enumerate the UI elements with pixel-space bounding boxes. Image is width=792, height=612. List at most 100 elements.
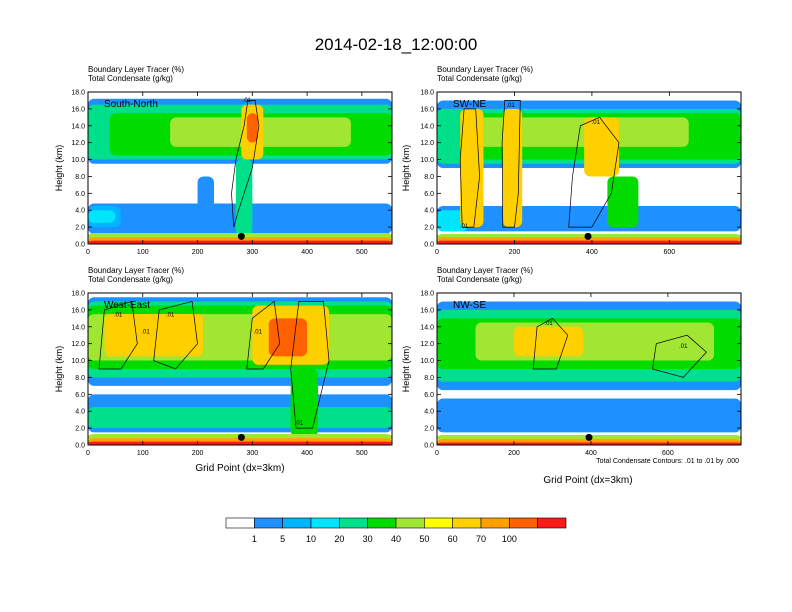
y-tick-label: 6.0: [75, 191, 85, 198]
contour-fill-region: [475, 322, 715, 361]
contour-fill-region: [513, 326, 584, 357]
y-tick-label: 4.0: [75, 208, 85, 215]
contour-label: .01: [506, 103, 515, 109]
x-axis-label: Grid Point (dx=3km): [543, 475, 632, 486]
contour-fill-region: [88, 240, 392, 244]
contour-fill-region: [88, 210, 116, 223]
condensate-contour-line: [652, 334, 707, 378]
y-axis-label: Height (km): [54, 346, 64, 393]
contour-fill-region: [88, 441, 392, 445]
panel-title: West-East: [104, 300, 150, 311]
colorbar-swatch: [310, 517, 340, 529]
colorbar-swatch: [339, 517, 368, 529]
y-tick-label: 0.0: [424, 443, 434, 450]
condensate-contour-line: [568, 116, 620, 228]
panel-subtitle-line1: Boundary Layer Tracer (%): [437, 266, 533, 275]
contour-label: .01: [141, 330, 150, 336]
y-axis-label: Height (km): [54, 145, 64, 192]
x-tick-label: 200: [509, 249, 521, 256]
condensate-contour-line: [501, 100, 521, 228]
location-marker: [237, 232, 245, 240]
y-tick-label: 10.0: [420, 358, 434, 365]
x-tick-label: 200: [508, 450, 520, 457]
plot-frame: [87, 91, 393, 245]
location-marker: [237, 433, 245, 441]
condensate-contour-line: [98, 300, 138, 370]
colorbar-swatch: [225, 517, 255, 529]
contour-label: .01: [544, 321, 553, 327]
contour-fill-region: [246, 113, 258, 143]
location-marker: [585, 433, 593, 441]
y-tick-label: 14.0: [71, 123, 85, 130]
y-axis-label: Height (km): [401, 346, 411, 393]
x-tick-label: 400: [585, 450, 597, 457]
y-tick-label: 6.0: [75, 392, 85, 399]
contour-label: .01: [243, 98, 252, 104]
contour-fill-region: [437, 442, 741, 445]
y-tick-label: 12.0: [71, 341, 85, 348]
x-tick-label: 0: [86, 450, 90, 457]
colorbar-label: 50: [419, 534, 429, 544]
y-tick-label: 14.0: [71, 324, 85, 331]
condensate-contour-line: [246, 300, 281, 370]
x-tick-label: 400: [301, 249, 313, 256]
x-tick-label: 0: [435, 249, 439, 256]
y-tick-label: 12.0: [420, 341, 434, 348]
panel-subtitle-line1: Boundary Layer Tracer (%): [88, 266, 184, 275]
contour-fill-region: [197, 176, 214, 219]
y-tick-label: 8.0: [424, 174, 434, 181]
panel-title: SW-NE: [453, 99, 486, 110]
colorbar-swatch: [282, 517, 312, 529]
contour-fill-region: [584, 117, 620, 177]
plot-frame: [87, 292, 393, 446]
contour-fill-region: [475, 117, 689, 147]
colorbar: 1 5 10 20 30 40 50 60 70 100: [225, 517, 567, 544]
y-tick-label: 18.0: [71, 291, 85, 298]
colorbar-swatch: [509, 517, 538, 529]
x-tick-label: 500: [356, 249, 368, 256]
plot-area: .01 .01 .01 SW-NE 0.0 2.0 4.0 6.0 8.0 10.0 12.0 14.…: [420, 90, 742, 256]
colorbar-label: 20: [334, 534, 344, 544]
x-tick-label: 0: [435, 450, 439, 457]
plot-area: .01 .01 NW-SE 0.0 2.0 4.0 6.0 8.0 10.0 12.0 14.0 16…: [420, 291, 742, 457]
y-tick-label: 2.0: [75, 426, 85, 433]
plot-area: .01 South-North 0.0 2.0 4.0 6.0 8.0 10.0 12.0 14.…: [71, 90, 393, 256]
x-tick-label: 400: [586, 249, 598, 256]
y-tick-label: 4.0: [75, 409, 85, 416]
y-tick-label: 6.0: [424, 191, 434, 198]
colorbar-label: 30: [363, 534, 373, 544]
x-tick-label: 300: [246, 249, 258, 256]
contour-fill-region: [268, 318, 308, 357]
y-tick-label: 2.0: [424, 426, 434, 433]
colorbar-label: 5: [280, 534, 285, 544]
panel-title: NW-SE: [453, 300, 486, 311]
panel-sw-ne: Boundary Layer Tracer (%) Total Condensa…: [401, 65, 742, 256]
colorbar-label: 40: [391, 534, 401, 544]
y-axis-label: Height (km): [401, 145, 411, 192]
colorbar-label: 100: [502, 534, 517, 544]
y-tick-label: 12.0: [71, 140, 85, 147]
colorbar-swatch: [367, 517, 397, 529]
plot-area: .01 .01 .01 .01 .01 West-East 0.0 2.0 4.0 6.0 8.0 1…: [71, 291, 393, 457]
y-tick-label: 10.0: [71, 157, 85, 164]
y-tick-label: 12.0: [420, 140, 434, 147]
y-tick-label: 18.0: [420, 90, 434, 97]
condensate-contour-line: [532, 317, 569, 370]
y-tick-label: 10.0: [420, 157, 434, 164]
colorbar-label: 10: [306, 534, 316, 544]
y-tick-label: 16.0: [420, 307, 434, 314]
y-tick-label: 0.0: [75, 443, 85, 450]
x-tick-label: 200: [192, 249, 204, 256]
panel-south-north: Boundary Layer Tracer (%) Total Condensa…: [54, 65, 393, 256]
contour-label: .01: [166, 313, 175, 319]
y-tick-label: 16.0: [71, 106, 85, 113]
y-tick-label: 2.0: [75, 225, 85, 232]
x-tick-label: 100: [137, 249, 149, 256]
colorbar-swatch: [424, 517, 453, 529]
colorbar-label: 1: [252, 534, 257, 544]
condensate-contour-line: [290, 301, 330, 429]
x-tick-label: 0: [86, 249, 90, 256]
contour-fill-region: [437, 240, 741, 244]
y-tick-label: 8.0: [75, 174, 85, 181]
contour-fill-region: [104, 314, 204, 357]
